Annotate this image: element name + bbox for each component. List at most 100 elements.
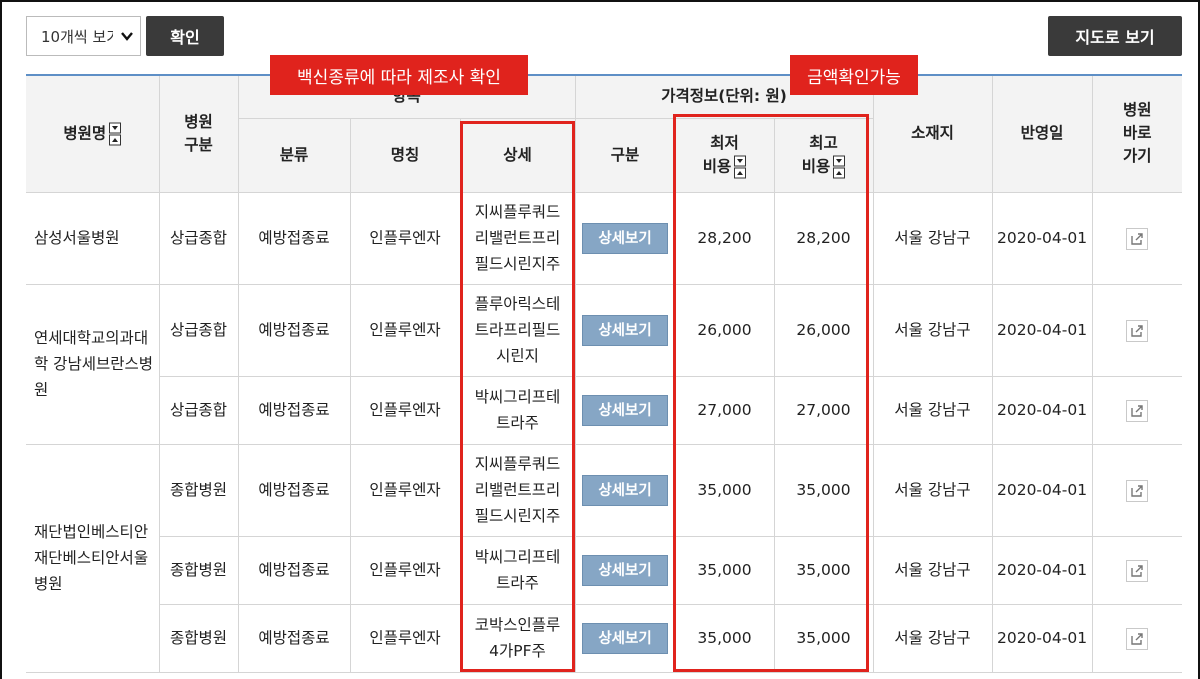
- max-cost: 35,000: [773, 443, 874, 537]
- reflect-date: 2020-04-01: [991, 375, 1093, 445]
- table-row: 재단법인베스티안재단베스티안서울병원 종합병원 예방접종료 인플루엔자 지씨플루…: [26, 443, 1183, 673]
- detail: 지씨플루쿼드 리밸런트프리 필드시린지주: [459, 191, 576, 285]
- category: 예방접종료: [237, 603, 351, 673]
- reflect-date: 2020-04-01: [991, 443, 1093, 537]
- category: 예방접종료: [237, 443, 351, 537]
- map-view-button[interactable]: 지도로 보기: [1048, 16, 1182, 56]
- item-name: 인플루엔자: [349, 535, 461, 605]
- go-hospital: [1091, 443, 1183, 537]
- category: 예방접종료: [237, 535, 351, 605]
- division: 상세보기: [574, 283, 676, 377]
- detail-view-button[interactable]: 상세보기: [582, 474, 668, 506]
- header-item-name: 명칭: [349, 117, 461, 193]
- min-cost: 27,000: [674, 375, 775, 445]
- confirm-button[interactable]: 확인: [146, 16, 224, 56]
- sort-icon[interactable]: [734, 155, 747, 179]
- category: 예방접종료: [237, 191, 351, 285]
- header-reflect-date: 반영일: [991, 74, 1093, 193]
- page-size-value: 10개씩 보기: [41, 27, 113, 46]
- max-cost: 27,000: [773, 375, 874, 445]
- max-cost: 28,200: [773, 191, 874, 285]
- header-max-cost: 최고 비용: [773, 117, 874, 193]
- max-cost: 35,000: [773, 535, 874, 605]
- hospital-name: 재단법인베스티안재단베스티안서울병원: [26, 443, 160, 673]
- header-category: 분류: [237, 117, 351, 193]
- external-link-icon[interactable]: [1126, 627, 1149, 650]
- go-hospital: [1091, 603, 1183, 673]
- detail-view-button[interactable]: 상세보기: [582, 222, 668, 254]
- max-cost: 26,000: [773, 283, 874, 377]
- go-hospital: [1091, 375, 1183, 445]
- go-hospital: [1091, 535, 1183, 605]
- hospital-name: 연세대학교의과대학 강남세브란스병원: [26, 283, 160, 445]
- min-cost: 28,200: [674, 191, 775, 285]
- header-detail: 상세: [459, 117, 576, 193]
- category: 예방접종료: [237, 283, 351, 377]
- min-cost: 26,000: [674, 283, 775, 377]
- header-hospital-name-label: 병원명: [63, 124, 107, 143]
- hospital-name: 삼성서울병원: [26, 191, 160, 285]
- detail: 플루아릭스테 트라프리필드 시린지: [459, 283, 576, 377]
- hospital-type: 상급종합: [158, 283, 239, 377]
- header-division: 구분: [574, 117, 676, 193]
- price-table: 병원명 병원 구분 항목 가격정보(단위: 원) 소재지 반영일 병원 바로 가기 분…: [26, 74, 1183, 673]
- header-hospital-type: 병원 구분: [158, 74, 239, 193]
- external-link-icon[interactable]: [1126, 479, 1149, 502]
- go-hospital: [1091, 191, 1183, 285]
- header-go-hospital: 병원 바로 가기: [1091, 74, 1183, 193]
- division: 상세보기: [574, 443, 676, 537]
- table-row: 종합병원 예방접종료 인플루엔자 박씨그리프테 트라주 상세보기 35,000 3…: [26, 535, 1183, 605]
- division: 상세보기: [574, 535, 676, 605]
- page-size-select[interactable]: 10개씩 보기: [26, 16, 141, 56]
- location: 서울 강남구: [872, 283, 993, 377]
- item-name: 인플루엔자: [349, 443, 461, 537]
- min-cost: 35,000: [674, 535, 775, 605]
- item-name: 인플루엔자: [349, 375, 461, 445]
- hospital-type: 종합병원: [158, 603, 239, 673]
- division: 상세보기: [574, 191, 676, 285]
- chevron-down-icon: [121, 32, 133, 41]
- item-name: 인플루엔자: [349, 191, 461, 285]
- external-link-icon[interactable]: [1126, 227, 1149, 250]
- header-min-cost: 최저 비용: [674, 117, 775, 193]
- detail-view-button[interactable]: 상세보기: [582, 622, 668, 654]
- min-cost: 35,000: [674, 443, 775, 537]
- reflect-date: 2020-04-01: [991, 191, 1093, 285]
- division: 상세보기: [574, 603, 676, 673]
- external-link-icon[interactable]: [1126, 399, 1149, 422]
- table-row: 상급종합 예방접종료 인플루엔자 박씨그리프테 트라주 상세보기 27,000 2…: [26, 375, 1183, 445]
- header-hospital-name: 병원명: [26, 74, 160, 193]
- detail: 지씨플루쿼드 리밸런트프리 필드시린지주: [459, 443, 576, 537]
- item-name: 인플루엔자: [349, 283, 461, 377]
- manufacturer-annotation-label: 백신종류에 따라 제조사 확인: [270, 55, 528, 95]
- hospital-type: 종합병원: [158, 443, 239, 537]
- detail: 코박스인플루 4가PF주: [459, 603, 576, 673]
- external-link-icon[interactable]: [1126, 319, 1149, 342]
- table-row: 연세대학교의과대학 강남세브란스병원 상급종합 예방접종료 인플루엔자 플루아릭…: [26, 283, 1183, 445]
- category: 예방접종료: [237, 375, 351, 445]
- detail-view-button[interactable]: 상세보기: [582, 314, 668, 346]
- go-hospital: [1091, 283, 1183, 377]
- reflect-date: 2020-04-01: [991, 535, 1093, 605]
- reflect-date: 2020-04-01: [991, 603, 1093, 673]
- sort-icon[interactable]: [833, 155, 846, 179]
- max-cost: 35,000: [773, 603, 874, 673]
- location: 서울 강남구: [872, 375, 993, 445]
- external-link-icon[interactable]: [1126, 559, 1149, 582]
- sort-icon[interactable]: [109, 122, 122, 146]
- location: 서울 강남구: [872, 535, 993, 605]
- hospital-type: 종합병원: [158, 535, 239, 605]
- hospital-type: 상급종합: [158, 375, 239, 445]
- detail: 박씨그리프테 트라주: [459, 535, 576, 605]
- price-annotation-label: 금액확인가능: [790, 55, 918, 95]
- detail-view-button[interactable]: 상세보기: [582, 394, 668, 426]
- location: 서울 강남구: [872, 443, 993, 537]
- division: 상세보기: [574, 375, 676, 445]
- item-name: 인플루엔자: [349, 603, 461, 673]
- min-cost: 35,000: [674, 603, 775, 673]
- table-row: 종합병원 예방접종료 인플루엔자 코박스인플루 4가PF주 상세보기 35,000…: [26, 603, 1183, 673]
- detail-view-button[interactable]: 상세보기: [582, 554, 668, 586]
- table-row: 삼성서울병원 상급종합 예방접종료 인플루엔자 지씨플루쿼드 리밸런트프리 필드시린…: [26, 191, 1183, 285]
- location: 서울 강남구: [872, 603, 993, 673]
